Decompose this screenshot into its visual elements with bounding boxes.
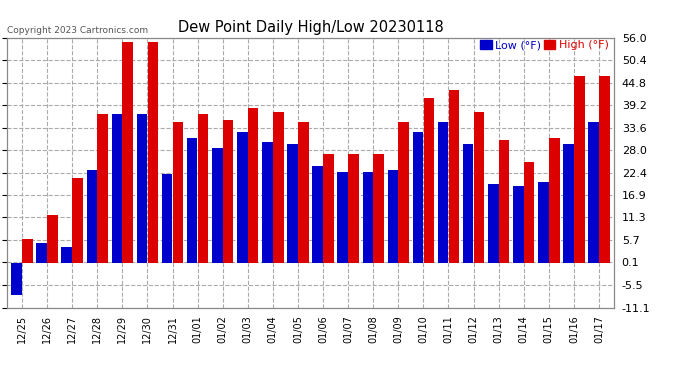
Bar bbox=[287, 144, 298, 263]
Bar bbox=[248, 108, 259, 263]
Bar bbox=[398, 122, 409, 263]
Bar bbox=[47, 214, 58, 263]
Bar bbox=[97, 114, 108, 263]
Bar bbox=[223, 120, 233, 263]
Bar bbox=[112, 114, 122, 263]
Bar bbox=[86, 170, 97, 263]
Bar bbox=[313, 166, 323, 263]
Bar bbox=[424, 98, 434, 263]
Bar bbox=[474, 112, 484, 263]
Bar bbox=[513, 186, 524, 263]
Bar bbox=[212, 148, 223, 263]
Bar bbox=[337, 172, 348, 263]
Bar bbox=[589, 122, 599, 263]
Bar bbox=[463, 144, 473, 263]
Bar bbox=[549, 138, 560, 263]
Title: Dew Point Daily High/Low 20230118: Dew Point Daily High/Low 20230118 bbox=[177, 20, 444, 35]
Bar bbox=[488, 184, 499, 263]
Text: Copyright 2023 Cartronics.com: Copyright 2023 Cartronics.com bbox=[7, 26, 148, 35]
Bar bbox=[187, 138, 197, 263]
Bar bbox=[61, 247, 72, 263]
Legend: Low (°F), High (°F): Low (°F), High (°F) bbox=[480, 40, 609, 51]
Bar bbox=[563, 144, 574, 263]
Bar bbox=[162, 174, 172, 263]
Bar bbox=[172, 122, 183, 263]
Bar bbox=[298, 122, 308, 263]
Bar bbox=[413, 132, 423, 263]
Bar bbox=[198, 114, 208, 263]
Bar bbox=[323, 154, 334, 263]
Bar bbox=[11, 263, 22, 295]
Bar bbox=[273, 112, 284, 263]
Bar bbox=[388, 170, 398, 263]
Bar bbox=[122, 42, 133, 263]
Bar bbox=[599, 76, 610, 263]
Bar bbox=[37, 243, 47, 263]
Bar bbox=[348, 154, 359, 263]
Bar bbox=[237, 132, 248, 263]
Bar bbox=[448, 90, 459, 263]
Bar bbox=[524, 162, 535, 263]
Bar bbox=[538, 182, 549, 263]
Bar bbox=[262, 142, 273, 263]
Bar bbox=[438, 122, 449, 263]
Bar bbox=[22, 239, 32, 263]
Bar bbox=[148, 42, 158, 263]
Bar bbox=[362, 172, 373, 263]
Bar bbox=[499, 140, 509, 263]
Bar bbox=[574, 76, 584, 263]
Bar bbox=[137, 114, 147, 263]
Bar bbox=[72, 178, 83, 263]
Bar bbox=[373, 154, 384, 263]
